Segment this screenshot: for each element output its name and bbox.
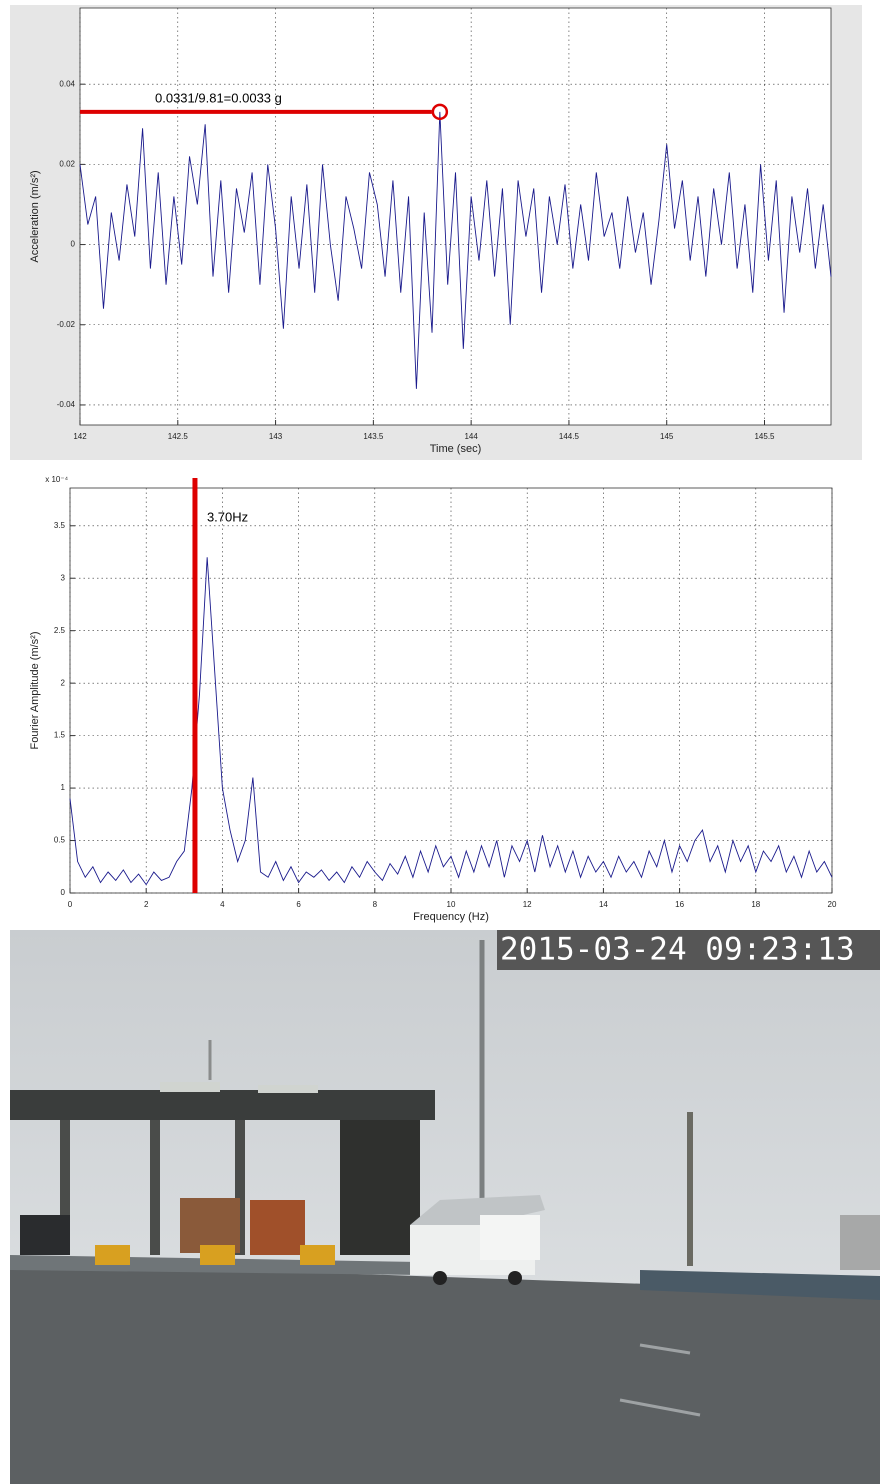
timestamp-box <box>497 930 880 970</box>
y-tick-label: -0.02 <box>57 320 76 329</box>
canopy-sign <box>258 1085 318 1093</box>
x-tick-label: 144.5 <box>559 432 580 441</box>
x-tick-label: 2 <box>144 900 149 909</box>
data-line <box>79 111 832 389</box>
x-tick-label: 10 <box>447 900 456 909</box>
x-tick-label: 18 <box>751 900 760 909</box>
plot-frame <box>69 487 833 894</box>
x-tick-label: 6 <box>296 900 301 909</box>
x-axis-label: Time (sec) <box>430 443 482 455</box>
annotation-text: 0.0331/9.81=0.0033 g <box>155 90 282 105</box>
y-tick-label: 1.5 <box>54 731 66 740</box>
x-tick-label: 142.5 <box>168 432 189 441</box>
y-tick-label: -0.04 <box>57 400 76 409</box>
wheel <box>508 1271 522 1285</box>
barrier-block <box>200 1245 235 1265</box>
y-tick-label: 0.02 <box>59 159 75 168</box>
timestamp: 2015-03-24 09:23:13 <box>500 932 855 968</box>
y-tick-label: 3.5 <box>54 521 66 530</box>
x-tick-label: 145 <box>660 432 674 441</box>
barrier <box>640 1270 880 1300</box>
lane-mark <box>619 1398 701 1417</box>
y-tick-label: 0 <box>61 888 66 897</box>
plot-area <box>80 8 831 425</box>
wheel <box>433 1271 447 1285</box>
camera-photo: 2015-03-24 09:23:13 <box>10 930 880 1484</box>
y-axis-label: Acceleration (m/s²) <box>29 170 41 262</box>
truck-far <box>250 1200 305 1255</box>
toll-booth <box>340 1120 420 1255</box>
y-multiplier: x 10⁻⁴ <box>45 475 68 484</box>
annotation-text: 3.70Hz <box>207 509 248 524</box>
toll-canopy <box>10 1090 435 1120</box>
y-tick-label: 0.5 <box>54 836 66 845</box>
x-tick-label: 143 <box>269 432 283 441</box>
car <box>20 1215 70 1255</box>
x-tick-label: 16 <box>675 900 684 909</box>
y-tick-label: 2.5 <box>54 626 66 635</box>
x-tick-label: 0 <box>68 900 73 909</box>
plot-frame <box>79 7 832 426</box>
x-tick-label: 4 <box>220 900 225 909</box>
x-tick-label: 14 <box>599 900 608 909</box>
x-tick-label: 12 <box>523 900 532 909</box>
x-tick-label: 8 <box>373 900 378 909</box>
y-tick-label: 0 <box>71 240 76 249</box>
lane-mark <box>639 1343 691 1355</box>
truck-cab <box>480 1215 540 1260</box>
x-tick-label: 20 <box>828 900 837 909</box>
y-tick-label: 0.04 <box>59 79 75 88</box>
road <box>10 1262 880 1484</box>
truck-far <box>180 1198 240 1253</box>
x-tick-label: 143.5 <box>363 432 384 441</box>
barrier-block <box>300 1245 335 1265</box>
x-tick-label: 144 <box>464 432 478 441</box>
y-tick-label: 2 <box>61 678 66 687</box>
x-tick-label: 142 <box>73 432 87 441</box>
pillar <box>60 1120 70 1255</box>
canopy-sign <box>160 1082 220 1092</box>
annotation-marker <box>431 103 449 121</box>
x-axis-label: Frequency (Hz) <box>413 911 489 923</box>
pillar <box>150 1120 160 1255</box>
pillar <box>235 1120 245 1255</box>
y-tick-label: 1 <box>61 783 66 792</box>
building <box>840 1215 880 1270</box>
barrier-block <box>95 1245 130 1265</box>
x-tick-label: 145.5 <box>754 432 775 441</box>
y-tick-label: 3 <box>61 573 66 582</box>
y-axis-label: Fourier Amplitude (m/s²) <box>29 632 41 750</box>
